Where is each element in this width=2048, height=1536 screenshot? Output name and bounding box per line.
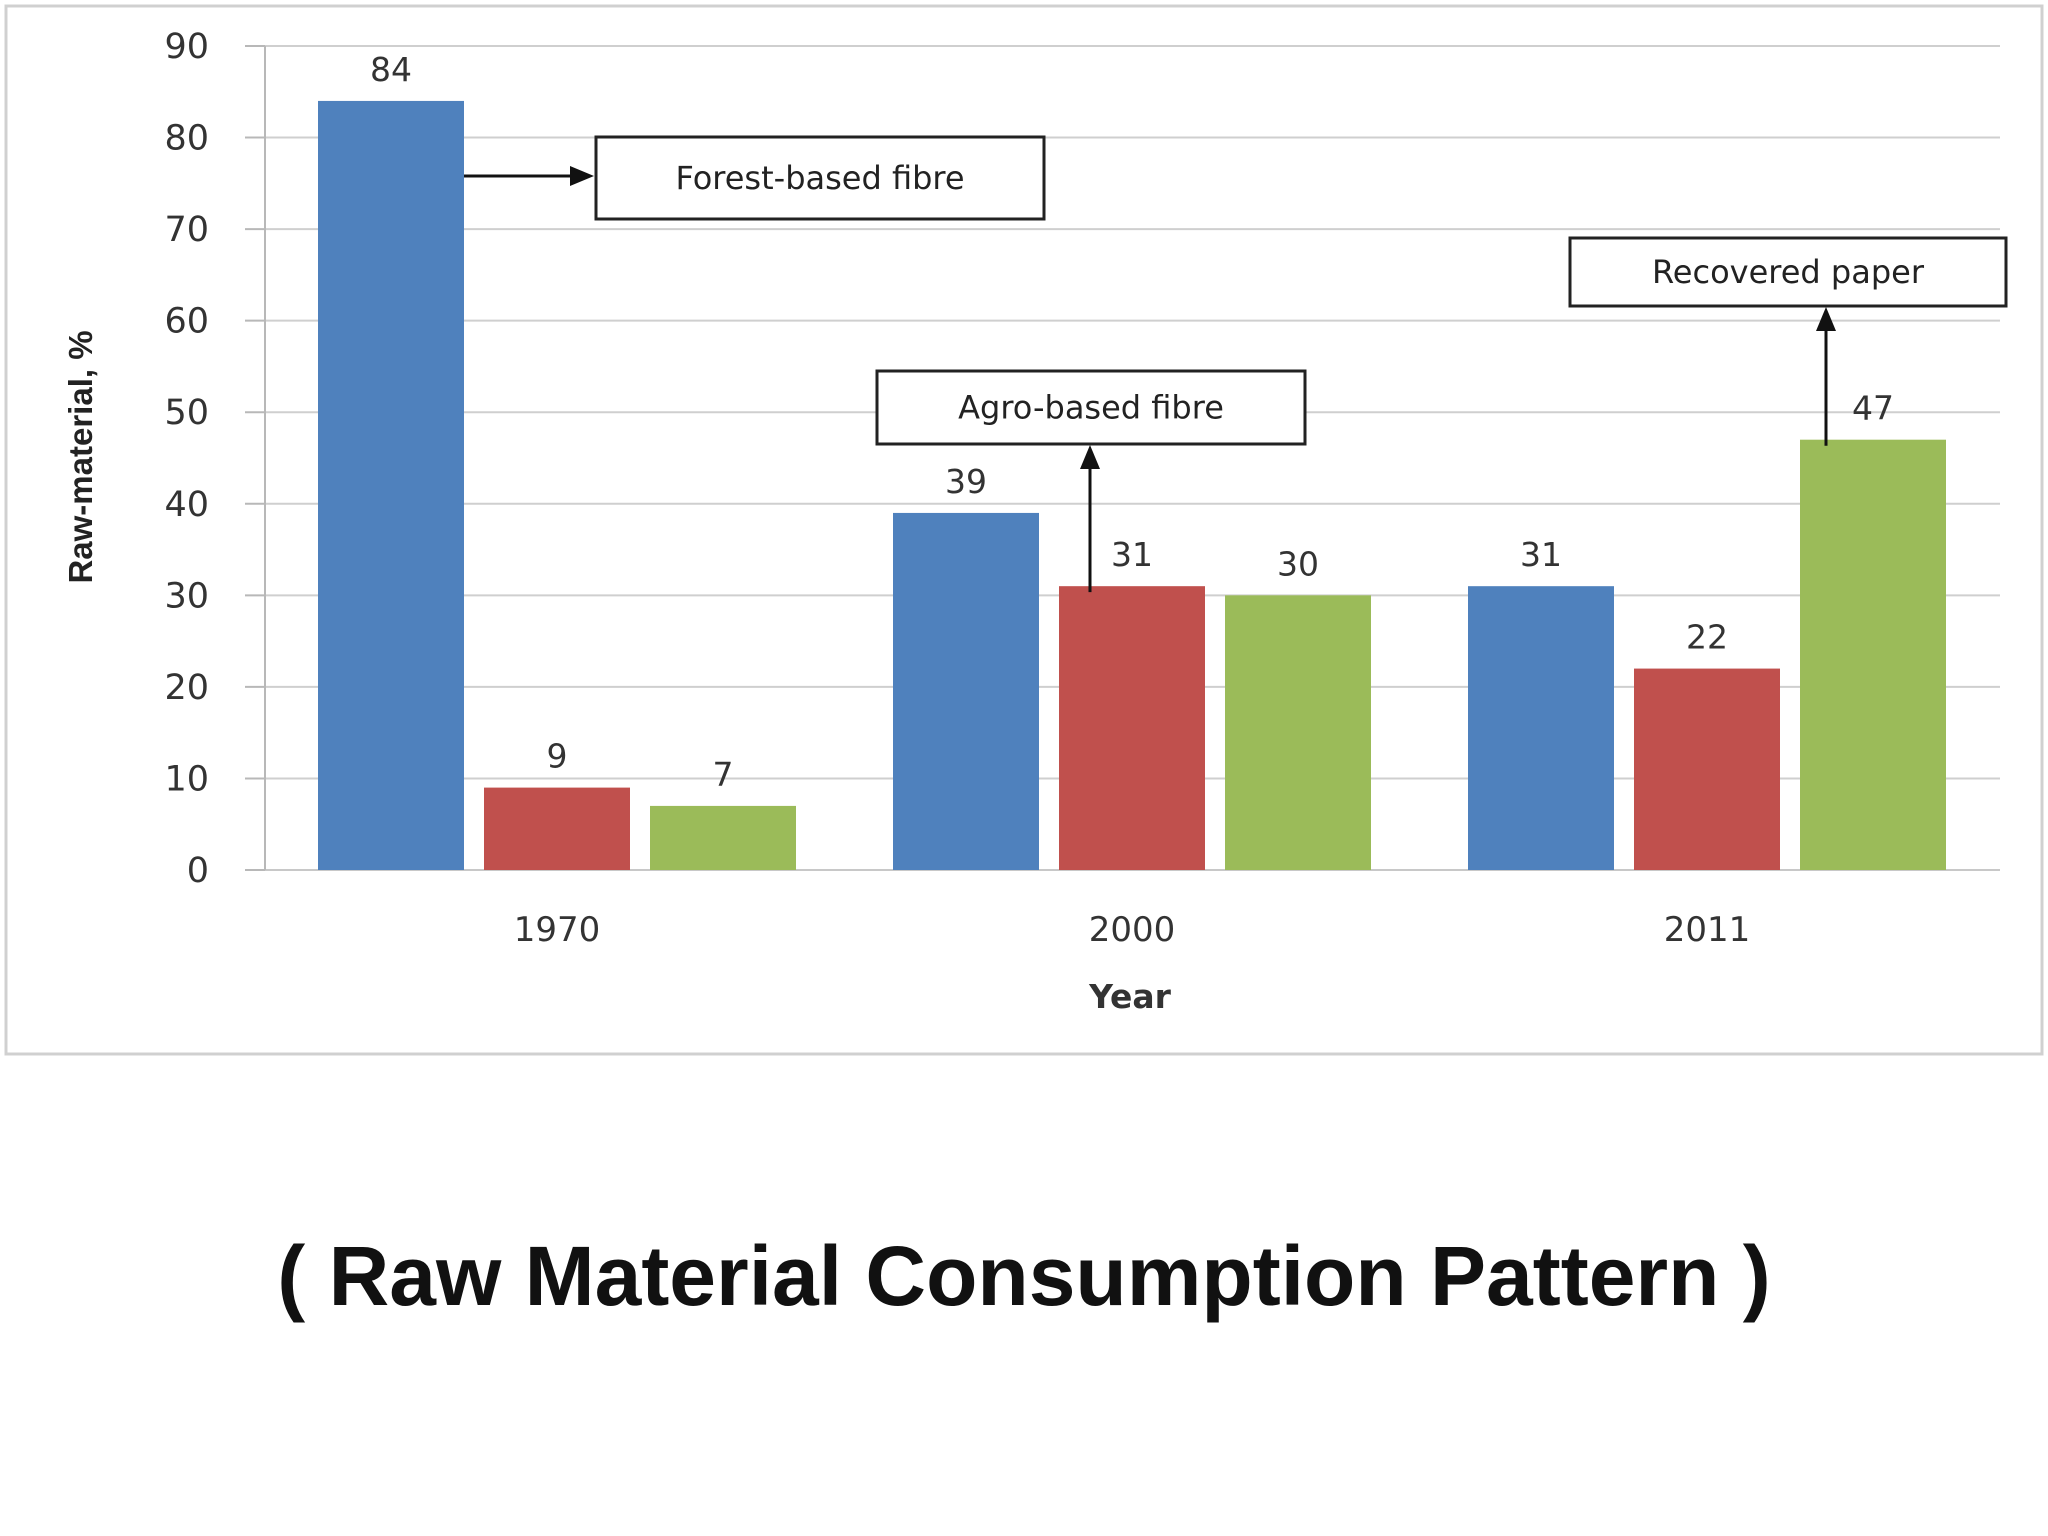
y-tick-label: 50 xyxy=(164,393,209,433)
data-label: 9 xyxy=(547,737,568,776)
bar xyxy=(893,512,1039,870)
data-label: 39 xyxy=(945,462,987,501)
bar xyxy=(1225,595,1371,870)
bar-chart: 84 9 7 39 31 30 31 22 47 Year Raw-material, % 0 1… xyxy=(4,4,2044,1056)
x-axis-title: Year xyxy=(1088,977,1172,1016)
callout-label: Recovered paper xyxy=(1652,253,1925,291)
callout-box xyxy=(1568,236,2008,308)
x-tick-label: 2000 xyxy=(1089,910,1176,950)
callout-label: Agro-based fibre xyxy=(958,389,1224,427)
data-label: 31 xyxy=(1520,535,1562,574)
bar xyxy=(650,805,796,870)
chart-frame: 84 9 7 39 31 30 31 22 47 Year Raw-material, % 0 1… xyxy=(4,4,2044,1056)
y-tick-label: 60 xyxy=(164,302,209,342)
bar xyxy=(1059,586,1205,870)
bar xyxy=(1468,586,1614,870)
y-tick-label: 10 xyxy=(164,759,209,799)
x-tick-label: 2011 xyxy=(1664,910,1751,950)
bars xyxy=(318,100,1946,870)
annotations: Forest-based fibre Agro-based fibre Recove… xyxy=(464,135,2008,593)
callout-box xyxy=(594,135,1046,221)
y-tick-label: 40 xyxy=(164,485,209,525)
bar xyxy=(1800,439,1946,870)
callout-label: Forest-based fibre xyxy=(675,159,964,197)
y-tick-label: 30 xyxy=(164,576,209,616)
y-tick-label: 80 xyxy=(164,119,209,159)
y-tick-label: 20 xyxy=(164,668,209,708)
callout-box xyxy=(875,369,1307,446)
data-label: 84 xyxy=(370,50,412,89)
chart-caption: ( Raw Material Consumption Pattern ) xyxy=(277,1229,1771,1323)
axes: Year Raw-material, % 0 10 20 30 40 50 60 70 80 90… xyxy=(62,27,1750,1016)
y-axis-title: Raw-material, % xyxy=(62,330,99,583)
y-tick-label: 0 xyxy=(187,851,209,891)
data-label: 31 xyxy=(1111,535,1153,574)
data-label: 30 xyxy=(1277,544,1319,583)
x-tick-label: 1970 xyxy=(514,910,601,950)
bar xyxy=(484,787,630,870)
bar xyxy=(318,100,464,870)
data-label: 7 xyxy=(713,755,734,794)
data-label: 22 xyxy=(1686,618,1728,657)
arrow-head xyxy=(1816,307,1836,331)
data-labels: 84 9 7 39 31 30 31 22 47 xyxy=(370,50,1894,794)
bar xyxy=(1634,668,1780,870)
y-tick-label: 70 xyxy=(164,210,209,250)
data-label: 47 xyxy=(1852,389,1894,428)
arrow-head xyxy=(1080,445,1100,469)
y-tick-label: 90 xyxy=(164,27,209,67)
arrow-head xyxy=(570,166,594,186)
